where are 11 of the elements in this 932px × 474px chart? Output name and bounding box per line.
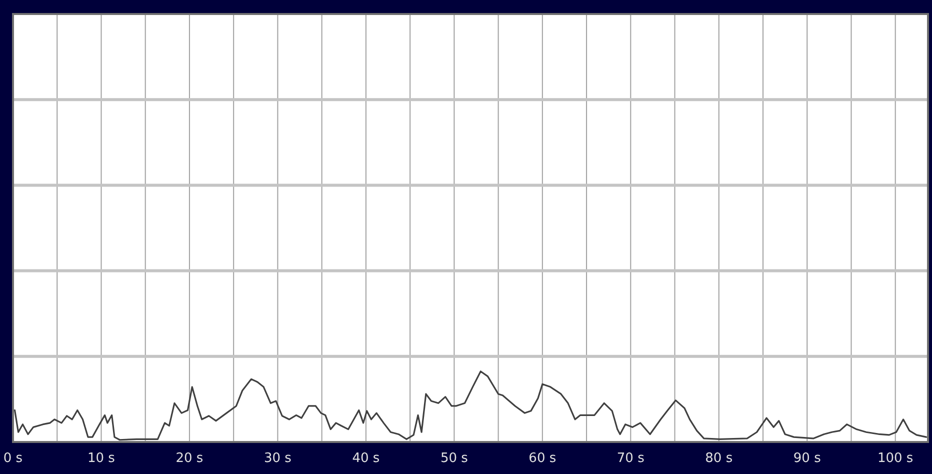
x-tick-label: 30 s bbox=[264, 451, 292, 466]
x-tick-label: 50 s bbox=[440, 451, 468, 466]
x-tick-label: 40 s bbox=[352, 451, 380, 466]
x-tick-label: 0 s bbox=[3, 451, 23, 466]
x-tick-label: 60 s bbox=[528, 451, 556, 466]
x-tick-label: 90 s bbox=[793, 451, 822, 466]
x-tick-label: 100 s bbox=[877, 451, 914, 466]
x-tick-label: 20 s bbox=[176, 451, 204, 466]
x-tick-label: 10 s bbox=[88, 451, 116, 466]
x-tick-label: 70 s bbox=[616, 451, 645, 466]
x-tick-label: 80 s bbox=[705, 451, 733, 466]
